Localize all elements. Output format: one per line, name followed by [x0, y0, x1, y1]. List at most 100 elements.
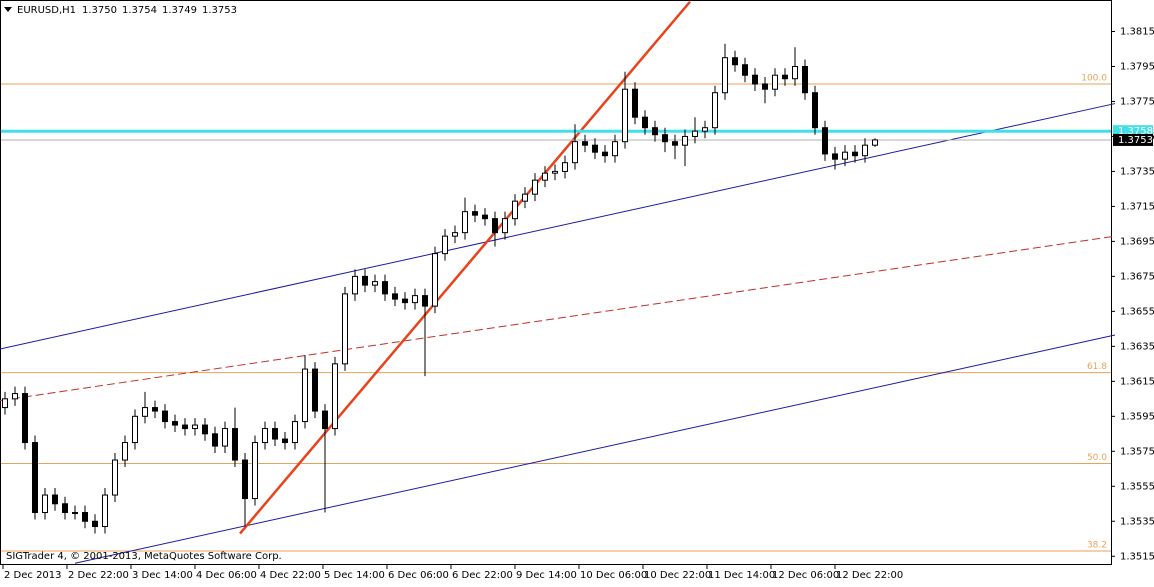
- x-tick-label: 12 Dec 22:00: [836, 570, 903, 581]
- candle-body: [792, 65, 798, 80]
- y-tick-label: 1.3695: [1120, 236, 1154, 247]
- candle-body: [202, 424, 208, 435]
- y-tick-label: 1.3515: [1120, 551, 1154, 562]
- menu-arrow[interactable]: [4, 7, 12, 12]
- plot-frame: [0, 0, 1112, 565]
- candle-body: [312, 368, 318, 412]
- candle-body: [772, 74, 778, 90]
- candle-body: [422, 295, 428, 307]
- trendline: [0, 235, 1116, 402]
- candle-body: [842, 151, 848, 160]
- candle-body: [552, 170, 558, 174]
- candle-body: [632, 88, 638, 118]
- candle-body: [492, 218, 498, 234]
- fib-label: 61.8: [1087, 362, 1107, 372]
- x-tick-label: 2 Dec 22:00: [68, 570, 129, 581]
- y-tick-label: 1.3815: [1120, 26, 1154, 37]
- candle-body: [862, 144, 868, 157]
- candle-body: [252, 442, 258, 500]
- footer: SIGTrader 4, © 2001-2013, MetaQuotes Sof…: [6, 551, 282, 562]
- candle-body: [292, 421, 298, 444]
- candle-body: [722, 57, 728, 94]
- y-tick-label: 1.3555: [1120, 481, 1154, 492]
- candle-body: [302, 368, 308, 423]
- candle-body: [752, 74, 758, 85]
- fib-label: 50.0: [1087, 453, 1107, 463]
- candle-body: [712, 92, 718, 129]
- candle-body: [12, 393, 18, 400]
- candle-body: [22, 393, 28, 444]
- candle-body: [82, 512, 88, 522]
- symbol-title: EURUSD,H1: [17, 5, 76, 16]
- candle-body: [392, 293, 398, 300]
- y-tick-label: 1.3575: [1120, 446, 1154, 457]
- candle-body: [522, 193, 528, 202]
- candle-body: [582, 141, 588, 146]
- fib-label: 100.0: [1081, 73, 1107, 83]
- candle-body: [512, 200, 518, 220]
- trendline: [0, 103, 1116, 350]
- candle-body: [822, 127, 828, 155]
- x-tick-label: 10 Dec 22:00: [644, 570, 711, 581]
- candle-body: [42, 494, 48, 514]
- candle-body: [362, 275, 368, 286]
- y-tick-label: 1.3675: [1120, 271, 1154, 282]
- candle-body: [622, 88, 628, 143]
- candle-body: [372, 281, 378, 286]
- candle-body: [652, 127, 658, 136]
- y-tick-label: 1.3775: [1120, 96, 1154, 107]
- candle-body: [692, 130, 698, 137]
- candle-body: [72, 512, 78, 515]
- y-tick-label: 1.3655: [1120, 306, 1154, 317]
- x-tick-label: 10 Dec 06:00: [580, 570, 647, 581]
- x-tick-label: 4 Dec 22:00: [260, 570, 321, 581]
- candle-body: [482, 214, 488, 220]
- y-tick-label: 1.3535: [1120, 516, 1154, 527]
- ohlc-value: 1.3753: [202, 5, 237, 16]
- ohlc-value: 1.3754: [122, 5, 157, 16]
- y-tick-label: 1.3635: [1120, 341, 1154, 352]
- candle-body: [612, 141, 618, 157]
- price-label-box: [1113, 133, 1153, 146]
- candle-body: [602, 151, 608, 157]
- candle-body: [272, 428, 278, 440]
- candle-body: [472, 211, 478, 216]
- candle-body: [452, 232, 458, 237]
- candle-body: [62, 503, 68, 514]
- candle-body: [802, 65, 808, 94]
- x-tick-label: 6 Dec 06:00: [388, 570, 449, 581]
- candle-body: [412, 295, 418, 304]
- x-tick-label: 5 Dec 14:00: [324, 570, 385, 581]
- candle-body: [742, 64, 748, 76]
- candle-body: [112, 459, 118, 496]
- candle-body: [282, 438, 288, 444]
- candle-body: [562, 162, 568, 172]
- candle-body: [52, 494, 58, 505]
- candle-body: [432, 253, 438, 307]
- candle-body: [352, 275, 358, 295]
- candle-body: [832, 153, 838, 160]
- trendline: [239, 0, 691, 535]
- candle-body: [142, 407, 148, 417]
- candle-body: [152, 407, 158, 412]
- candle-body: [702, 127, 708, 132]
- fib-label: 38.2: [1087, 541, 1107, 551]
- candle-body: [322, 410, 328, 430]
- candle-body: [592, 144, 598, 153]
- candle-body: [162, 410, 168, 423]
- candle-body: [332, 363, 338, 430]
- candle-body: [442, 235, 448, 255]
- candle-body: [732, 57, 738, 66]
- x-tick-label: 11 Dec 14:00: [708, 570, 775, 581]
- candle-body: [762, 83, 768, 90]
- candle-body: [182, 424, 188, 430]
- candle-body: [122, 442, 128, 461]
- candle-body: [172, 421, 178, 426]
- candle-body: [132, 415, 138, 444]
- y-tick-label: 1.3795: [1120, 61, 1154, 72]
- candle-body: [642, 116, 648, 129]
- candle-body: [662, 134, 668, 143]
- candle-body: [242, 459, 248, 500]
